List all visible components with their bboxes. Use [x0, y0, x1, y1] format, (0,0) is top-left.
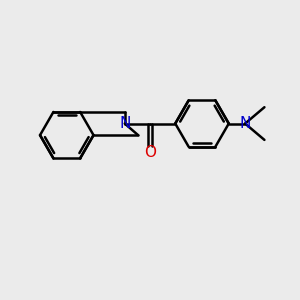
Text: O: O	[144, 145, 156, 160]
Text: N: N	[119, 116, 130, 131]
Text: N: N	[239, 116, 251, 131]
